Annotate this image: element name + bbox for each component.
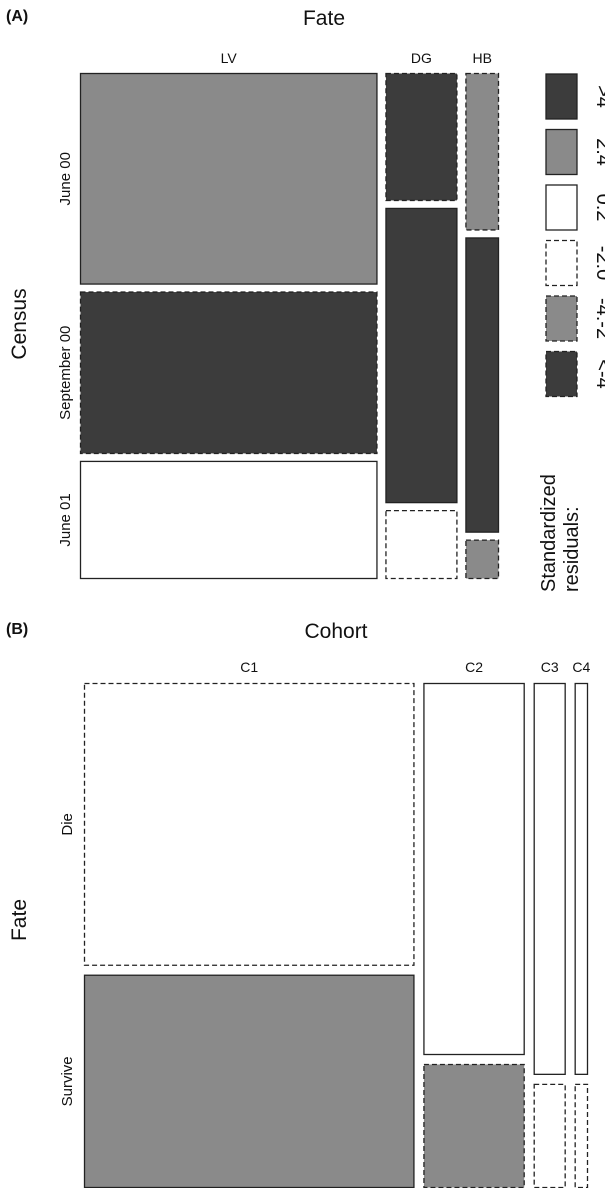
row-label-survive: Survive bbox=[59, 1056, 76, 1106]
column-label-lv: LV bbox=[221, 50, 238, 66]
cell-dg-june-00 bbox=[385, 72, 458, 202]
legend-swatch-1 bbox=[545, 73, 578, 120]
panel-b-tag: (B) bbox=[6, 621, 28, 638]
panel-b-mosaic: C1 C2 C3 C4 Die Survive bbox=[59, 659, 590, 1188]
legend-swatch-3 bbox=[545, 184, 578, 231]
column-label-hb: HB bbox=[472, 50, 491, 66]
cell-lv-june-00 bbox=[79, 72, 378, 285]
column-label-c2: C2 bbox=[465, 659, 483, 675]
legend-label-4: -2:0 bbox=[592, 246, 605, 280]
legend-swatch-2 bbox=[545, 128, 578, 176]
legend-label-1: >4 bbox=[592, 85, 605, 108]
legend-swatch-5 bbox=[545, 295, 578, 342]
panel-b-x-title: Cohort bbox=[304, 620, 367, 643]
legend-swatch-6 bbox=[545, 350, 578, 398]
legend-title-line-1: Standardized bbox=[538, 474, 560, 592]
legend-title: Standardized residuals: bbox=[538, 469, 583, 592]
cell-c3-survive bbox=[533, 1083, 566, 1188]
cell-hb-june-01 bbox=[465, 539, 500, 580]
column-label-dg: DG bbox=[411, 50, 432, 66]
panel-a-y-title: Census bbox=[8, 288, 31, 359]
cell-lv-september-00 bbox=[79, 291, 378, 455]
legend-label-5: -4:-2 bbox=[592, 298, 605, 339]
column-label-c1: C1 bbox=[240, 659, 258, 675]
cell-c2-die bbox=[423, 682, 525, 1056]
cell-hb-september-00 bbox=[465, 237, 500, 533]
legend-label-6: <-4 bbox=[592, 359, 605, 388]
panel-b-y-title: Fate bbox=[8, 899, 31, 941]
cell-c4-die bbox=[574, 682, 589, 1075]
legend-swatch-4 bbox=[545, 239, 578, 287]
row-label-die: Die bbox=[59, 813, 76, 836]
cell-c2-survive bbox=[423, 1063, 525, 1188]
cell-hb-june-00 bbox=[465, 72, 500, 231]
cell-dg-september-00 bbox=[385, 207, 458, 504]
cell-dg-june-01 bbox=[385, 509, 458, 580]
cell-lv-june-01 bbox=[79, 460, 378, 580]
cell-c3-die bbox=[533, 682, 566, 1075]
legend-label-3: 0:2 bbox=[592, 194, 605, 222]
row-label-june-00: June 00 bbox=[57, 152, 74, 205]
cell-c1-die bbox=[83, 682, 415, 966]
row-label-june-01: June 01 bbox=[57, 493, 74, 546]
residual-legend: >4 2:4 0:2 -2:0 -4:-2 <-4 bbox=[545, 73, 605, 398]
legend-label-2: 2:4 bbox=[592, 138, 605, 166]
panel-a-x-title: Fate bbox=[303, 7, 345, 30]
row-label-september-00: September 00 bbox=[57, 326, 74, 420]
cell-c4-survive bbox=[574, 1083, 589, 1188]
cell-c1-survive bbox=[83, 974, 415, 1188]
legend-title-line-2: residuals: bbox=[561, 506, 583, 592]
panel-a-mosaic: LV DG HB June 00 September 00 June 01 bbox=[57, 50, 500, 580]
column-label-c3: C3 bbox=[541, 659, 559, 675]
column-label-c4: C4 bbox=[572, 659, 590, 675]
panel-a-tag: (A) bbox=[6, 8, 28, 25]
